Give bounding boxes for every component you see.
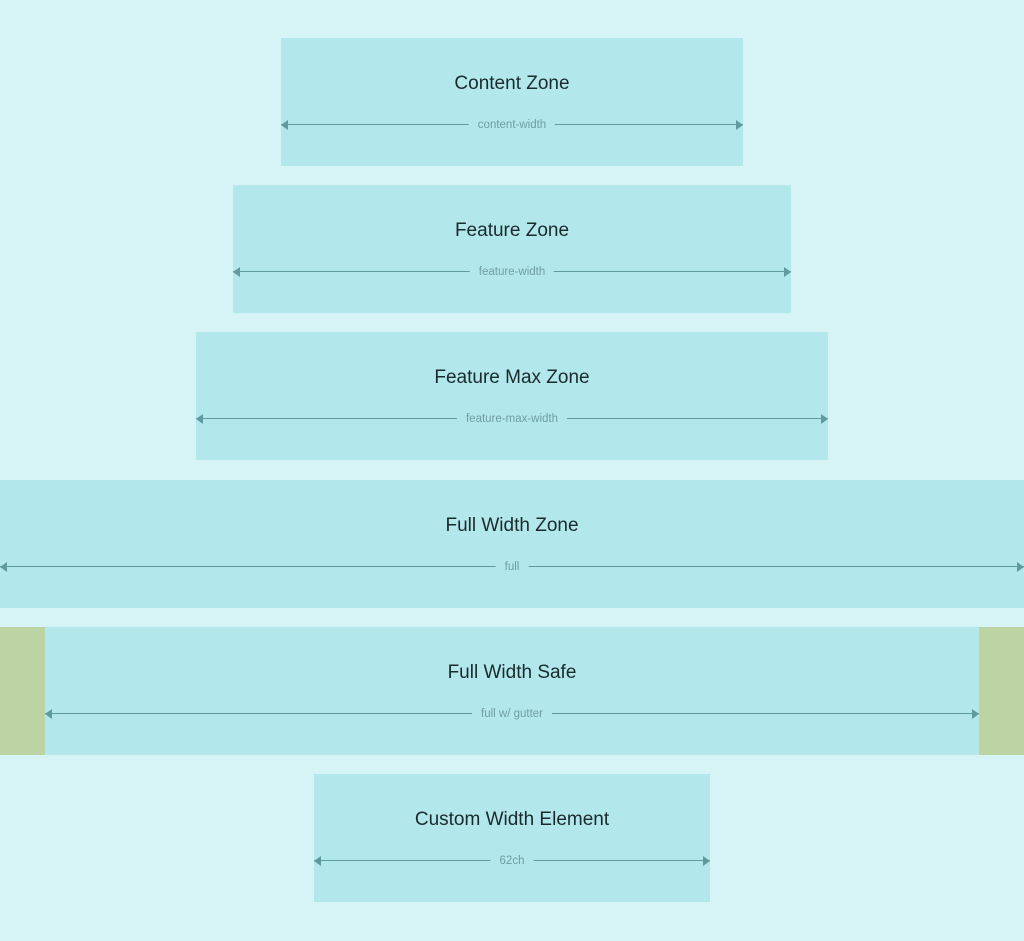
measure-label: feature-width (469, 263, 555, 281)
arrow-right-icon (821, 414, 828, 424)
zone-title: Content Zone (454, 73, 570, 94)
width-measure: 62ch (314, 852, 710, 870)
arrow-left-icon (196, 414, 203, 424)
arrow-right-icon (972, 709, 979, 719)
feature-max-zone: Feature Max Zone feature-max-width (196, 332, 828, 460)
right-gutter (979, 627, 1024, 755)
zone-title: Full Width Safe (447, 662, 577, 683)
arrow-right-icon (1017, 562, 1024, 572)
feature-zone: Feature Zone feature-width (233, 185, 791, 313)
arrow-right-icon (703, 856, 710, 866)
width-measure: full (0, 558, 1024, 576)
measure-label: feature-max-width (456, 410, 568, 428)
zone-title: Custom Width Element (414, 809, 610, 830)
width-measure: feature-width (233, 263, 791, 281)
width-measure: feature-max-width (196, 410, 828, 428)
arrow-left-icon (233, 267, 240, 277)
custom-width-element: Custom Width Element 62ch (314, 774, 710, 902)
measure-label: full (495, 558, 529, 576)
arrow-left-icon (314, 856, 321, 866)
arrow-left-icon (45, 709, 52, 719)
content-zone: Content Zone content-width (281, 38, 743, 166)
arrow-left-icon (281, 120, 288, 130)
arrow-left-icon (0, 562, 7, 572)
measure-label: content-width (468, 116, 556, 134)
zone-title: Full Width Zone (445, 515, 579, 536)
width-measure: full w/ gutter (45, 705, 979, 723)
arrow-right-icon (784, 267, 791, 277)
arrow-right-icon (736, 120, 743, 130)
full-width-safe-zone: Full Width Safe full w/ gutter (45, 627, 979, 755)
left-gutter (0, 627, 45, 755)
measure-label: full w/ gutter (472, 705, 552, 723)
measure-label: 62ch (490, 852, 534, 870)
width-measure: content-width (281, 116, 743, 134)
zone-title: Feature Zone (454, 220, 570, 241)
zone-title: Feature Max Zone (434, 367, 590, 388)
full-width-zone: Full Width Zone full (0, 480, 1024, 608)
